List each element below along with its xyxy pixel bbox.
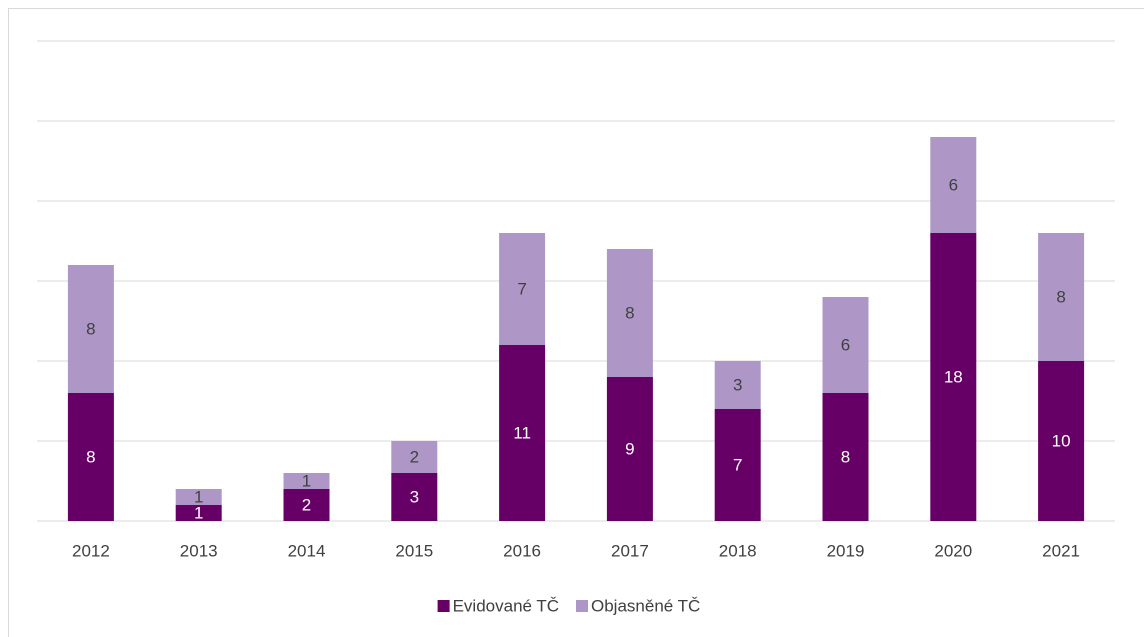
legend-label: Evidované TČ bbox=[453, 596, 559, 615]
data-label: 11 bbox=[513, 423, 531, 442]
data-label: 2 bbox=[302, 495, 311, 514]
bar-segment bbox=[714, 361, 761, 409]
bar-segment bbox=[391, 473, 438, 521]
data-label: 10 bbox=[1052, 431, 1071, 450]
bar-segment bbox=[606, 249, 653, 377]
data-label: 8 bbox=[1056, 287, 1065, 306]
x-tick-label: 2015 bbox=[395, 541, 433, 560]
chart-border bbox=[8, 8, 1144, 637]
data-label: 7 bbox=[733, 455, 742, 474]
bar-segment bbox=[930, 233, 977, 521]
x-tick-label: 2013 bbox=[180, 541, 218, 560]
legend-label: Objasněné TČ bbox=[591, 596, 700, 615]
data-label: 7 bbox=[517, 279, 526, 298]
x-tick-label: 2017 bbox=[611, 541, 649, 560]
bar-segment bbox=[499, 345, 546, 521]
data-label: 8 bbox=[841, 447, 850, 466]
data-label: 3 bbox=[733, 375, 742, 394]
bar-segment bbox=[67, 265, 114, 393]
x-tick-label: 2018 bbox=[719, 541, 757, 560]
bar-segment bbox=[1038, 361, 1085, 521]
bar-segment bbox=[499, 233, 546, 345]
bar-segment bbox=[606, 377, 653, 521]
bar-segment bbox=[283, 473, 330, 489]
data-label: 8 bbox=[86, 319, 95, 338]
bar-segment bbox=[175, 489, 222, 505]
data-label: 8 bbox=[86, 447, 95, 466]
x-tick-label: 2016 bbox=[503, 541, 541, 560]
bar-segment bbox=[822, 297, 869, 393]
bar-segment bbox=[930, 137, 977, 233]
bar-segment bbox=[822, 393, 869, 521]
data-label: 9 bbox=[625, 439, 634, 458]
x-tick-label: 2014 bbox=[288, 541, 326, 560]
data-label: 1 bbox=[194, 503, 203, 522]
data-label: 3 bbox=[410, 487, 419, 506]
bar-segment bbox=[67, 393, 114, 521]
bar-segment bbox=[714, 409, 761, 521]
data-label: 6 bbox=[949, 175, 958, 194]
data-label: 6 bbox=[841, 335, 850, 354]
bar-segment bbox=[1038, 233, 1085, 361]
x-tick-label: 2020 bbox=[934, 541, 972, 560]
bar-segment bbox=[391, 441, 438, 473]
bar-segment bbox=[283, 489, 330, 521]
data-label: 2 bbox=[410, 447, 419, 466]
data-label: 8 bbox=[625, 303, 634, 322]
x-tick-label: 2021 bbox=[1042, 541, 1080, 560]
data-label: 1 bbox=[194, 487, 203, 506]
legend-swatch bbox=[437, 600, 450, 612]
legend-swatch bbox=[576, 600, 588, 612]
x-tick-label: 2019 bbox=[827, 541, 865, 560]
data-label: 1 bbox=[302, 471, 311, 490]
x-tick-label: 2012 bbox=[72, 541, 110, 560]
data-label: 18 bbox=[944, 367, 963, 386]
bar-segment bbox=[175, 505, 222, 521]
